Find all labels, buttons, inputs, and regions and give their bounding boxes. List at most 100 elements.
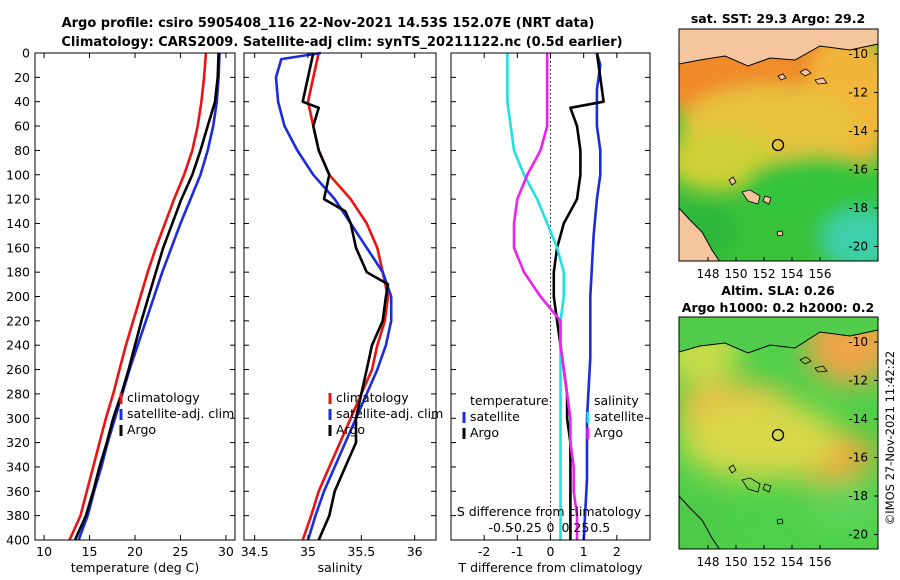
map-lat-label: -18: [848, 201, 868, 215]
depth-tick-label: 340: [6, 459, 30, 474]
temperature-xtick-label: 25: [173, 544, 189, 559]
difference-legend-temperature-title: temperature: [470, 393, 549, 408]
temperature-series-argo-line: [73, 52, 220, 541]
map-lon-label: 156: [809, 267, 832, 281]
sla-map-title-line1: Altim. SLA: 0.26: [721, 283, 835, 298]
temperature-legend-label: Argo: [127, 422, 156, 437]
depth-tick-label: 300: [6, 411, 30, 426]
salinity-panel: 34.5 35 35.5 36 salinity climatologysatellite…: [241, 51, 443, 575]
difference-xtick-label: 0: [547, 544, 555, 559]
map-lat-label: -14: [848, 412, 868, 426]
map-lat-label: -12: [848, 86, 868, 100]
map-lon-label: 154: [781, 555, 804, 569]
temperature-xtick-label: 20: [127, 544, 143, 559]
temperature-xtick-label: 15: [82, 544, 98, 559]
difference-xtick-label: -1: [511, 544, 523, 559]
difference-legend-label: Argo: [470, 425, 499, 440]
difference-panel: -2 -1 0 1 2T difference from climatology temp…: [450, 52, 651, 575]
difference-xlabel: T difference from climatology: [457, 560, 643, 575]
salinity-legend-label: climatology: [336, 390, 409, 405]
map-lon-label: 148: [697, 555, 720, 569]
map-lat-label: -18: [848, 489, 868, 503]
depth-tick-label: 0: [22, 46, 30, 61]
difference-xtick-label: 2: [613, 544, 621, 559]
salinity-xtick-label: 35: [300, 544, 316, 559]
difference-series-s-satellite-line: [506, 53, 566, 540]
depth-tick-label: 200: [6, 289, 30, 304]
difference-s-axis-label: S difference from climatology: [457, 504, 642, 519]
salinity-xtick-label: 36: [407, 544, 423, 559]
salinity-legend-label: satellite-adj. clim: [336, 406, 443, 421]
map-lat-label: -10: [848, 335, 868, 349]
sla-map-title-line2: Argo h1000: 0.2 h2000: 0.2: [682, 300, 874, 315]
figure-title-line1: Argo profile: csiro 5905408_116 22-Nov-2…: [62, 16, 595, 31]
temperature-xtick-label: 30: [218, 544, 234, 559]
salinity-axes-frame: [243, 52, 437, 541]
difference-s-tick-label: 0: [547, 520, 555, 535]
map-lat-label: -10: [848, 47, 868, 61]
map-lon-label: 150: [725, 267, 748, 281]
difference-series-t-satellite-line: [582, 52, 602, 541]
depth-tick-label: 240: [6, 338, 30, 353]
depth-tick-label: 100: [6, 167, 30, 182]
sst-map-title: sat. SST: 29.3 Argo: 29.2: [691, 11, 865, 26]
depth-tick-label: 380: [6, 508, 30, 523]
sla-argo-marker: [771, 428, 785, 442]
depth-tick-label: 280: [6, 386, 30, 401]
depth-tick-label: 40: [14, 94, 30, 109]
depth-tick-label: 220: [6, 313, 30, 328]
difference-s-tick-label: -0.5: [489, 520, 513, 535]
map-lat-label: -16: [848, 451, 868, 465]
salinity-xlabel: salinity: [318, 560, 363, 575]
temperature-series-climatology-line: [68, 52, 208, 541]
temperature-legend-label: satellite-adj. clim: [127, 406, 234, 421]
temperature-series-satellite-adj-clim-line: [77, 52, 221, 541]
depth-tick-label: 80: [14, 143, 30, 158]
sla-map-panel: Altim. SLA: 0.26 Argo h1000: 0.2 h2000: …: [678, 283, 879, 569]
salinity-series-argo-line: [301, 52, 390, 541]
sst-argo-marker: [771, 138, 785, 152]
map-lon-label: 152: [753, 555, 776, 569]
difference-legend-salinity-title: salinity: [594, 393, 639, 408]
temperature-axes-frame: [34, 52, 236, 541]
salinity-series-satellite-adj-clim-line: [274, 51, 393, 541]
sst-map-panel: sat. SST: 29.3 Argo: 29.2 148 150 152 154 15…: [678, 11, 879, 281]
difference-xtick-label: 1: [580, 544, 588, 559]
difference-series-s-argo-line: [512, 53, 579, 540]
difference-series-t-argo-line: [552, 52, 605, 540]
difference-xtick-label: -2: [478, 544, 490, 559]
temperature-legend-label: climatology: [127, 390, 200, 405]
difference-s-tick-label: 0.25: [561, 520, 589, 535]
difference-s-tick-label: -0.25: [509, 520, 541, 535]
temperature-xlabel: temperature (deg C): [71, 560, 200, 575]
depth-tick-label: 120: [6, 192, 30, 207]
salinity-xtick-label: 35.5: [347, 544, 375, 559]
difference-s-tick-label: 0.5: [590, 520, 610, 535]
sla-field: [679, 317, 878, 549]
map-lat-label: -12: [848, 374, 868, 388]
difference-legend-label: Argo: [594, 425, 623, 440]
difference-legend-label: satellite: [594, 409, 644, 424]
footer-timestamp: ©IMOS 27-Nov-2021 11:42:22: [883, 351, 897, 525]
depth-tick-label: 140: [6, 216, 30, 231]
depth-tick-label: 320: [6, 435, 30, 450]
depth-tick-label: 180: [6, 265, 30, 280]
map-lat-label: -14: [848, 124, 868, 138]
sst-field: [679, 29, 878, 261]
depth-tick-label: 60: [14, 119, 30, 134]
map-lat-label: -20: [848, 528, 868, 542]
depth-tick-label: 260: [6, 362, 30, 377]
salinity-xtick-label: 34.5: [241, 544, 269, 559]
map-lon-label: 150: [725, 555, 748, 569]
map-lat-label: -20: [848, 240, 868, 254]
map-lon-label: 156: [809, 555, 832, 569]
salinity-legend-label: Argo: [336, 422, 365, 437]
depth-tick-label: 360: [6, 484, 30, 499]
map-lat-label: -16: [848, 163, 868, 177]
depth-tick-label: 400: [6, 533, 30, 548]
temperature-xtick-label: 10: [36, 544, 52, 559]
temperature-panel: 10 15 20 25 30 temperature (deg C) 0 20 40 60 80 10…: [6, 46, 236, 575]
difference-legend-label: satellite: [470, 409, 520, 424]
map-lon-label: 154: [781, 267, 804, 281]
